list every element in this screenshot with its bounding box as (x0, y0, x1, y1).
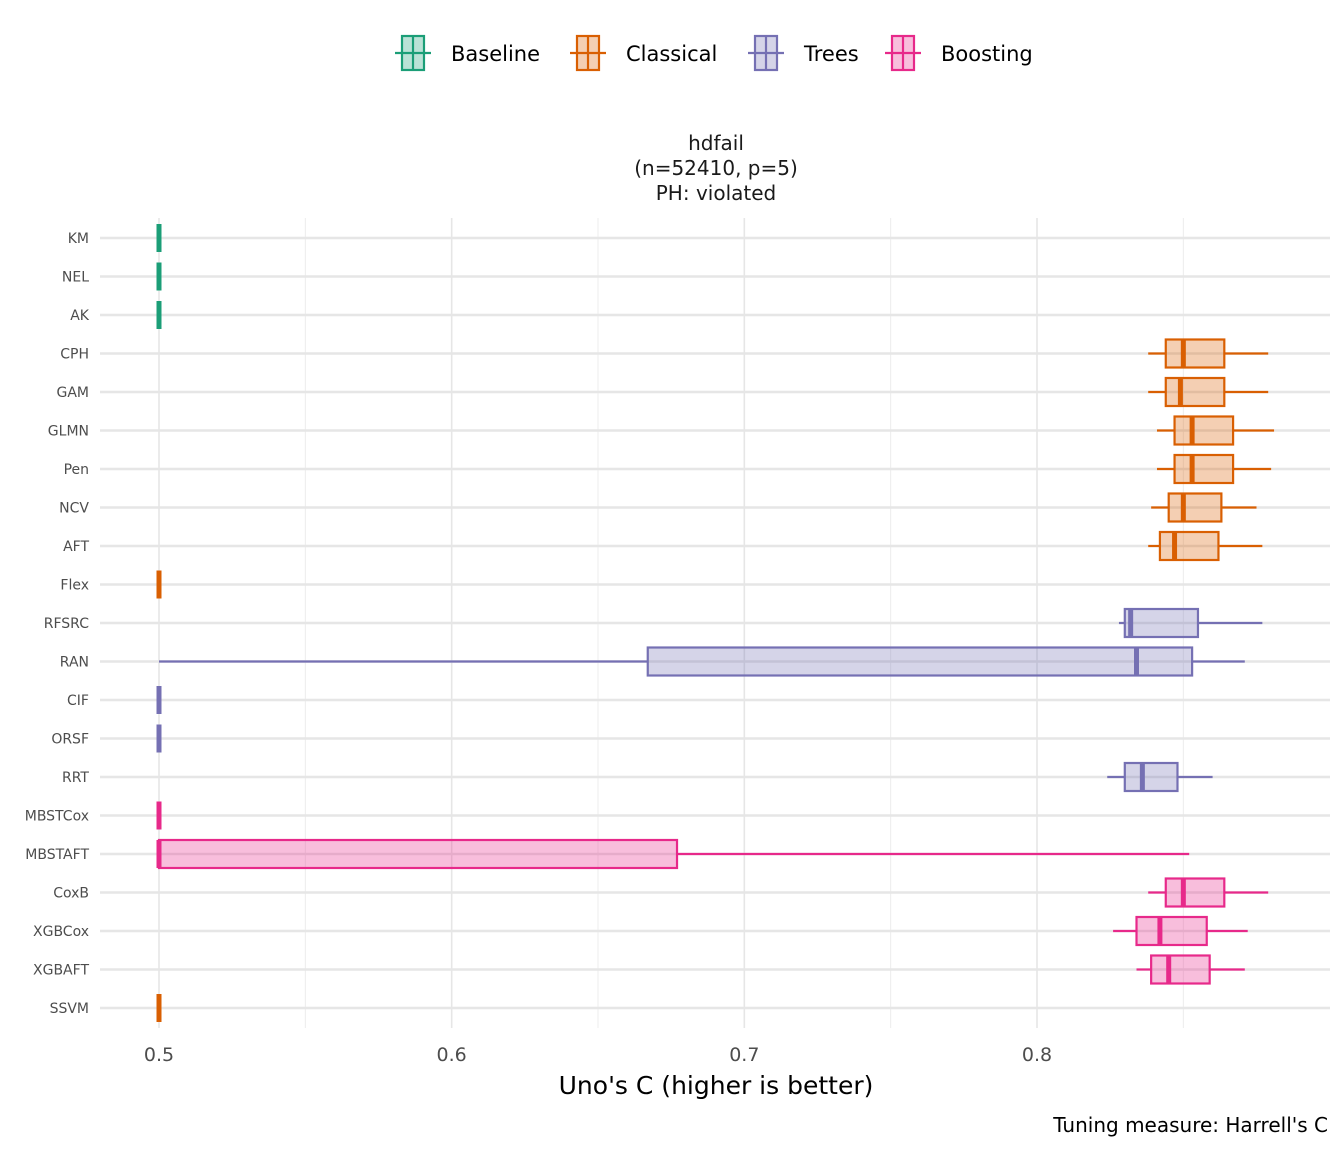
x-tick-label-0: 0.5 (144, 1044, 174, 1066)
y-tick-label-GLMN: GLMN (48, 424, 89, 440)
box-AFT (1148, 530, 1263, 562)
iqr-box-Pen (1173, 453, 1235, 485)
box-Pen (1156, 453, 1272, 485)
y-tick-label-Pen: Pen (64, 462, 89, 478)
legend-entry-baseline: Baseline (395, 34, 540, 72)
iqr-box-RRT (1123, 761, 1179, 793)
box-NCV (1151, 492, 1257, 523)
box-GLMN (1156, 415, 1275, 446)
y-tick-label-CoxB: CoxB (53, 886, 89, 902)
legend-label: Boosting (941, 42, 1033, 66)
title-line-2: (n=52410, p=5) (634, 156, 798, 180)
y-tick-label-MBSTAFT: MBSTAFT (25, 847, 89, 863)
legend: Baseline Classical Trees Boosting (395, 34, 1033, 72)
x-axis-label: Uno's C (higher is better) (559, 1071, 874, 1100)
box-GAM (1148, 376, 1269, 408)
y-tick-label-Flex: Flex (60, 578, 89, 594)
y-tick-label-RFSRC: RFSRC (44, 616, 89, 632)
iqr-box-CoxB (1164, 877, 1226, 908)
iqr-box-MBSTAFT (157, 838, 679, 870)
iqr-box-GAM (1164, 376, 1226, 408)
y-tick-label-NEL: NEL (62, 270, 89, 286)
box-MBSTAFT (156, 838, 1190, 870)
y-tick-label-AFT: AFT (63, 539, 89, 555)
y-tick-label-SSVM: SSVM (50, 1001, 89, 1017)
box-CPH (1148, 338, 1269, 369)
title-line-3: PH: violated (656, 181, 776, 205)
legend-label: Baseline (451, 42, 540, 66)
y-axis: KM NEL AK CPH GAM GLMN Pen NCV AFT Flex RFSRC RAN CI… (25, 231, 90, 1017)
legend-label: Trees (803, 42, 859, 66)
legend-entry-boosting: Boosting (885, 34, 1033, 72)
x-tick-label-2: 0.7 (729, 1044, 759, 1066)
x-axis: 0.5 0.6 0.7 0.8 (144, 1044, 1052, 1066)
caption: Tuning measure: Harrell's C (1052, 1113, 1328, 1137)
y-tick-label-MBSTCox: MBSTCox (25, 809, 89, 825)
y-tick-label-KM: KM (68, 231, 89, 247)
y-tick-label-AK: AK (70, 308, 90, 324)
y-tick-label-CIF: CIF (67, 693, 89, 709)
iqr-box-NCV (1167, 492, 1223, 523)
chart-title: hdfail (n=52410, p=5) PH: violated (634, 131, 798, 205)
legend-entry-classical: Classical (570, 34, 717, 72)
box-XGBAFT (1136, 954, 1245, 985)
x-tick-label-1: 0.6 (437, 1044, 467, 1066)
iqr-box-CPH (1164, 338, 1226, 369)
y-tick-label-RRT: RRT (62, 770, 89, 786)
legend-label: Classical (626, 42, 717, 66)
legend-entry-trees: Trees (748, 34, 859, 72)
boxes (156, 224, 1275, 1022)
iqr-box-XGBAFT (1150, 954, 1211, 985)
y-tick-label-NCV: NCV (59, 501, 89, 517)
x-tick-label-3: 0.8 (1022, 1044, 1052, 1066)
box-CoxB (1148, 877, 1269, 908)
y-tick-label-ORSF: ORSF (51, 732, 89, 748)
iqr-box-AFT (1158, 530, 1220, 562)
iqr-box-RFSRC (1123, 607, 1200, 639)
y-tick-label-RAN: RAN (60, 655, 89, 671)
y-tick-label-XGBAFT: XGBAFT (33, 963, 89, 979)
title-line-1: hdfail (688, 131, 744, 155)
box-RRT (1107, 761, 1213, 793)
box-XGBCox (1113, 915, 1248, 947)
iqr-box-GLMN (1173, 415, 1235, 446)
iqr-box-RAN (646, 646, 1194, 677)
iqr-box-XGBCox (1135, 915, 1208, 947)
y-tick-label-XGBCox: XGBCox (33, 924, 89, 940)
y-tick-label-CPH: CPH (60, 347, 89, 363)
box-RAN (159, 646, 1245, 677)
box-RFSRC (1118, 607, 1263, 639)
y-tick-label-GAM: GAM (56, 385, 89, 401)
